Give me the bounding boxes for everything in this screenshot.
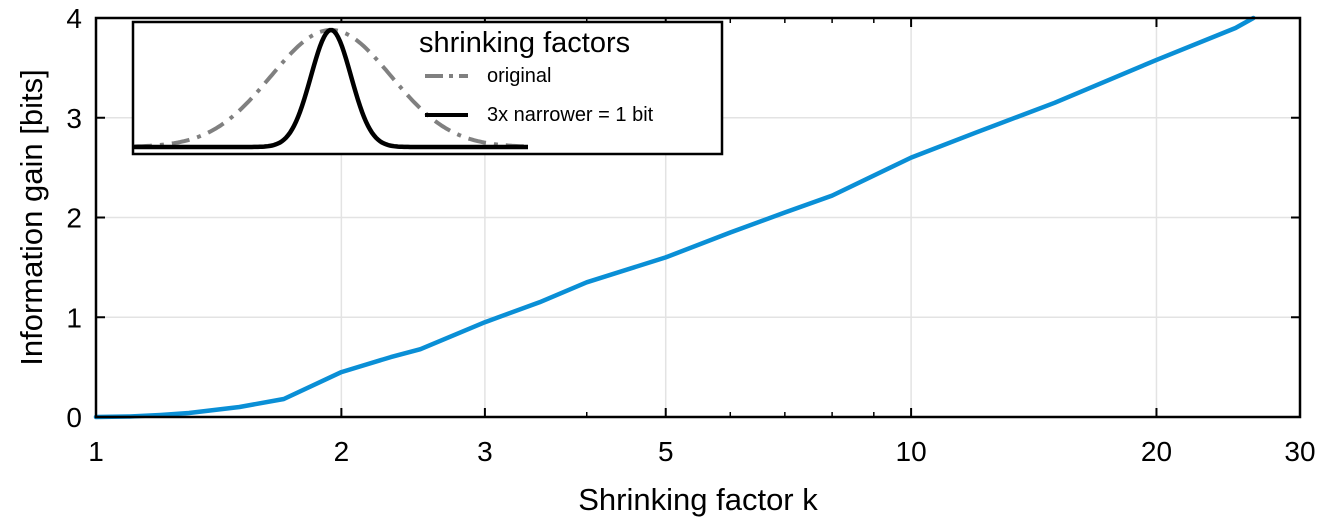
y-tick-label: 0 [66,402,82,433]
x-tick-label: 30 [1284,436,1315,467]
inset-legend-title: shrinking factors [419,27,630,59]
y-tick-label: 4 [66,3,82,34]
y-tick-label: 3 [66,103,82,134]
y-tick-label: 1 [66,302,82,333]
x-tick-label: 2 [334,436,350,467]
plot-frame [94,16,1302,419]
y-tick-label: 2 [66,203,82,234]
inset-box [131,20,724,156]
inset-legend: shrinking factors original 3x narrower = 1… [131,20,724,156]
series-layer [93,15,1256,420]
inset-narrow-curve [134,27,528,150]
legend-label: 3x narrower = 1 bit [487,104,654,126]
x-axis-label: Shrinking factor k [578,482,818,517]
x-tick-label: 5 [658,436,674,467]
y-axis-label: Information gain [bits] [14,69,49,365]
legend-label: original [487,65,551,87]
x-tick-label: 1 [88,436,104,467]
x-tick-label: 3 [477,436,493,467]
x-tick-label: 10 [896,436,927,467]
x-tick-label: 20 [1141,436,1172,467]
series-line [93,15,1256,420]
